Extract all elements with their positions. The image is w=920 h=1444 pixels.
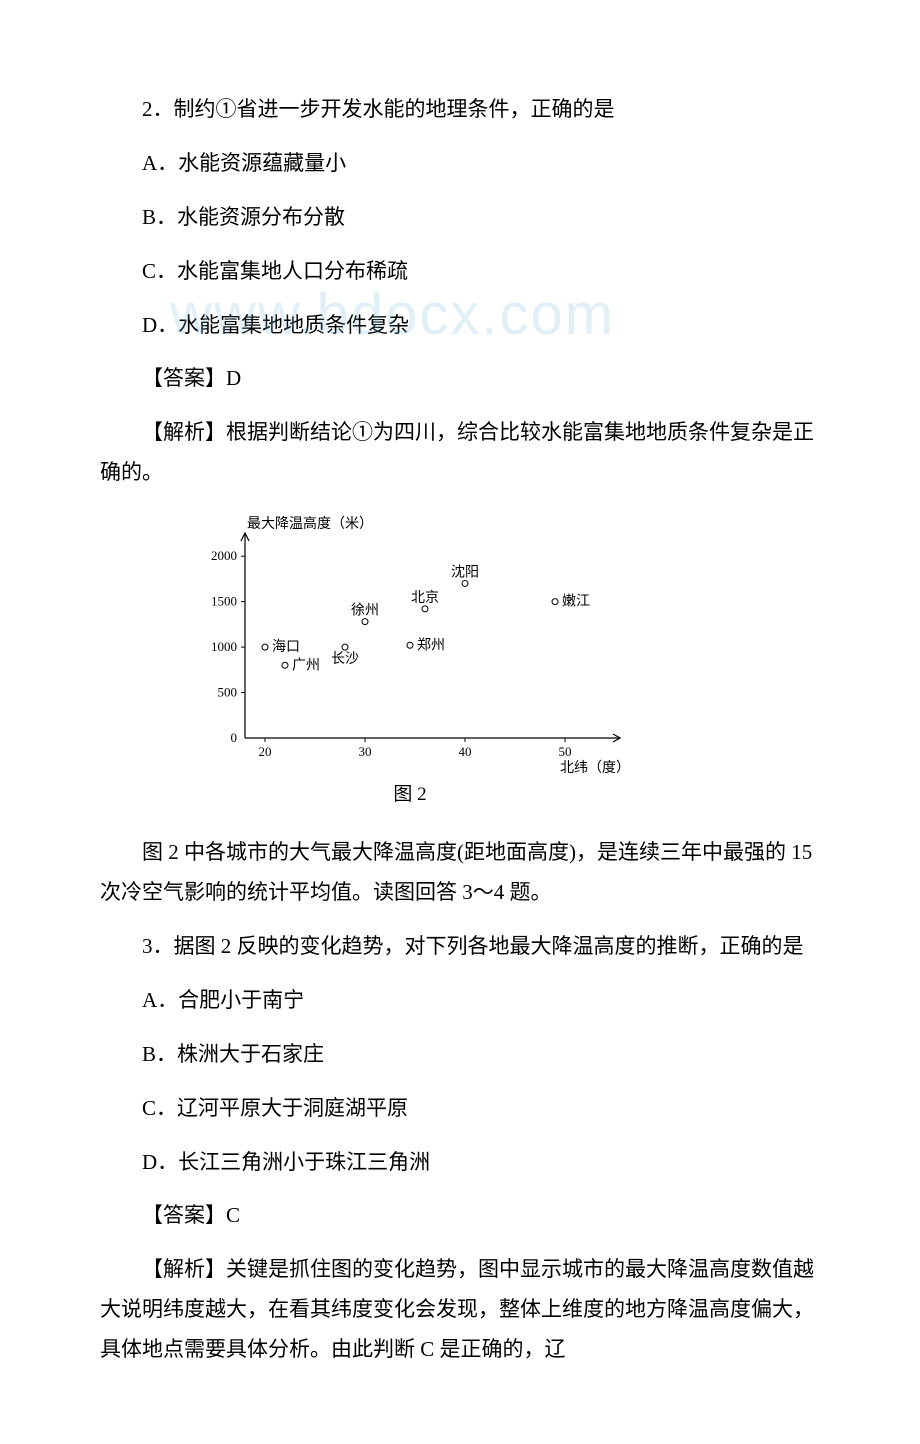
q2-explain: 【解析】根据判断结论①为四川，综合比较水能富集地地质条件复杂是正确的。 [100, 413, 820, 493]
q3-opt-a: A．合肥小于南宁 [100, 981, 820, 1021]
q3-answer: 【答案】C [100, 1196, 820, 1236]
svg-text:海口: 海口 [272, 639, 300, 655]
svg-text:1500: 1500 [211, 594, 237, 609]
passage-2: 图 2 中各城市的大气最大降温高度(距地面高度)，是连续三年中最强的 15 次冷… [100, 833, 820, 913]
svg-text:500: 500 [218, 685, 238, 700]
q3-opt-c: C．辽河平原大于洞庭湖平原 [100, 1089, 820, 1129]
svg-text:广州: 广州 [292, 657, 320, 673]
svg-text:最大降温高度（米）: 最大降温高度（米） [247, 515, 373, 532]
q3-opt-d: D．长江三角洲小于珠江三角洲 [100, 1143, 820, 1183]
svg-text:1000: 1000 [211, 639, 237, 654]
q3-opt-b: B．株洲大于石家庄 [100, 1035, 820, 1075]
q3-stem: 3．据图 2 反映的变化趋势，对下列各地最大降温高度的推断，正确的是 [100, 927, 820, 967]
svg-text:北京: 北京 [411, 590, 439, 606]
q2-opt-b: B．水能资源分布分散 [100, 198, 820, 238]
svg-text:长沙: 长沙 [331, 651, 359, 667]
svg-text:沈阳: 沈阳 [451, 565, 479, 581]
svg-text:40: 40 [459, 744, 472, 759]
svg-text:嫩江: 嫩江 [562, 594, 590, 610]
scatter-chart: 0 500 1000 1500 2000 20 30 40 50 最大降温高度（米） 北纬（度） 海口… [190, 513, 630, 773]
chart-caption: 图 2 [190, 777, 630, 813]
svg-text:0: 0 [231, 730, 238, 745]
svg-text:20: 20 [259, 744, 272, 759]
q3-explain: 【解析】关键是抓住图的变化趋势，图中显示城市的最大降温高度数值越大说明纬度越大，… [100, 1250, 820, 1370]
q2-opt-c: C．水能富集地人口分布稀疏 [100, 252, 820, 292]
q2-opt-a: A．水能资源蕴藏量小 [100, 144, 820, 184]
q2-stem: 2．制约①省进一步开发水能的地理条件，正确的是 [100, 90, 820, 130]
svg-text:50: 50 [559, 744, 572, 759]
svg-text:徐州: 徐州 [351, 603, 379, 619]
svg-text:30: 30 [359, 744, 372, 759]
svg-text:2000: 2000 [211, 548, 237, 563]
svg-text:北纬（度）: 北纬（度） [560, 760, 630, 773]
svg-text:郑州: 郑州 [417, 637, 445, 653]
q2-opt-d: D．水能富集地地质条件复杂 [100, 306, 820, 346]
chart-figure-2: 0 500 1000 1500 2000 20 30 40 50 最大降温高度（米） 北纬（度） 海口… [190, 513, 630, 813]
q2-answer: 【答案】D [100, 359, 820, 399]
